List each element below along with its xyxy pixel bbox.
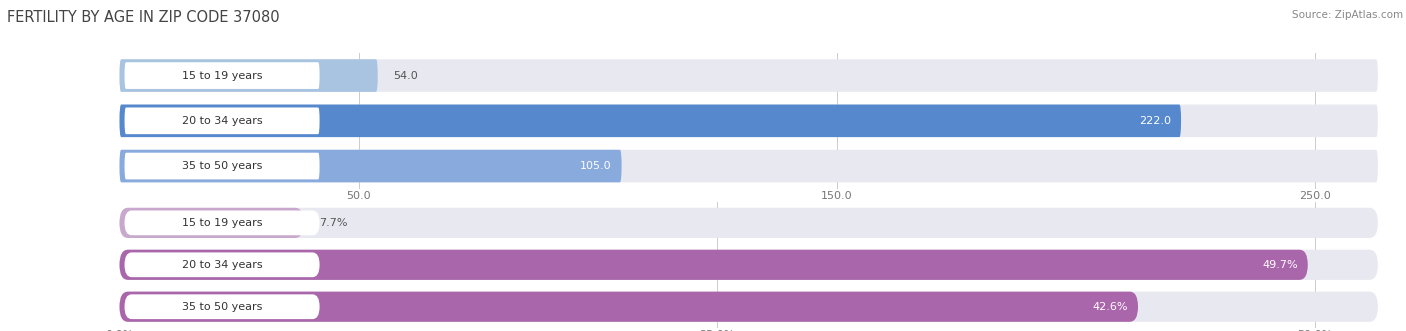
Text: 15 to 19 years: 15 to 19 years — [181, 218, 263, 228]
FancyBboxPatch shape — [120, 292, 1378, 322]
Text: Source: ZipAtlas.com: Source: ZipAtlas.com — [1292, 10, 1403, 20]
Text: 54.0: 54.0 — [392, 71, 418, 80]
Text: 7.7%: 7.7% — [319, 218, 347, 228]
FancyBboxPatch shape — [125, 211, 319, 235]
Text: FERTILITY BY AGE IN ZIP CODE 37080: FERTILITY BY AGE IN ZIP CODE 37080 — [7, 10, 280, 25]
Text: 49.7%: 49.7% — [1263, 260, 1298, 270]
FancyBboxPatch shape — [120, 105, 1378, 137]
FancyBboxPatch shape — [125, 294, 319, 319]
Text: 20 to 34 years: 20 to 34 years — [181, 260, 263, 270]
FancyBboxPatch shape — [125, 108, 319, 134]
Text: 105.0: 105.0 — [579, 161, 612, 171]
FancyBboxPatch shape — [120, 250, 1378, 280]
FancyBboxPatch shape — [120, 150, 621, 182]
FancyBboxPatch shape — [120, 105, 1181, 137]
FancyBboxPatch shape — [120, 208, 304, 238]
FancyBboxPatch shape — [120, 292, 1137, 322]
Text: 35 to 50 years: 35 to 50 years — [181, 161, 263, 171]
Text: 35 to 50 years: 35 to 50 years — [181, 302, 263, 312]
FancyBboxPatch shape — [125, 153, 319, 179]
FancyBboxPatch shape — [120, 208, 1378, 238]
FancyBboxPatch shape — [120, 150, 1378, 182]
Text: 15 to 19 years: 15 to 19 years — [181, 71, 263, 80]
FancyBboxPatch shape — [120, 59, 1378, 92]
FancyBboxPatch shape — [120, 59, 378, 92]
FancyBboxPatch shape — [120, 250, 1308, 280]
Text: 42.6%: 42.6% — [1092, 302, 1128, 312]
FancyBboxPatch shape — [125, 253, 319, 277]
Text: 20 to 34 years: 20 to 34 years — [181, 116, 263, 126]
Text: 222.0: 222.0 — [1139, 116, 1171, 126]
FancyBboxPatch shape — [125, 62, 319, 89]
